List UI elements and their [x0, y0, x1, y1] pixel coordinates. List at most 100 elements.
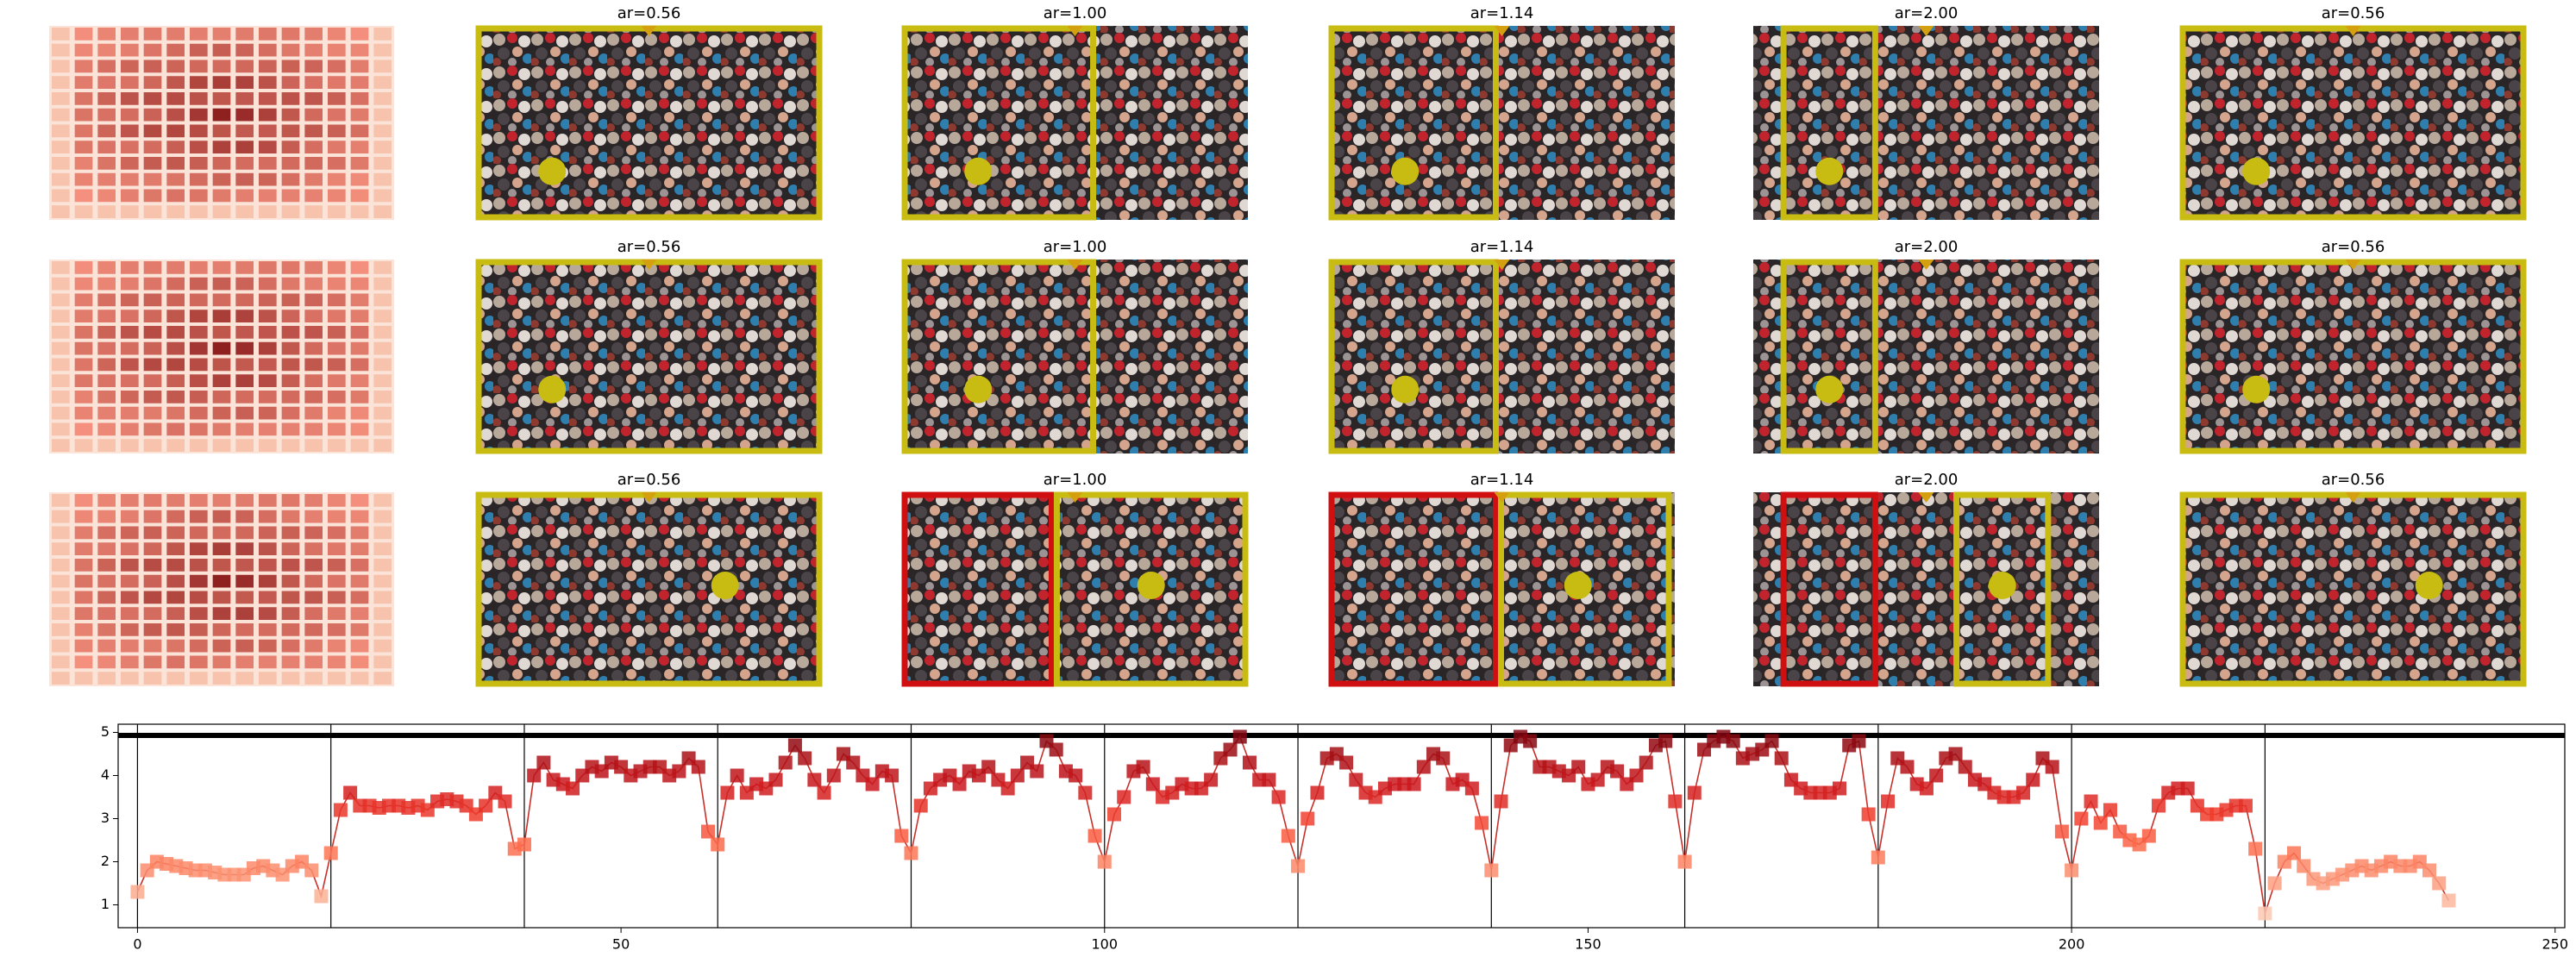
heatmap-cell: [143, 623, 162, 636]
heatmap-cell: [121, 623, 139, 636]
heatmap-cell: [373, 574, 392, 588]
heatmap-cell: [373, 326, 392, 339]
heatmap-cell: [259, 28, 277, 41]
heatmap-cell: [97, 358, 116, 372]
heatmap-cell: [121, 108, 139, 122]
heatmap-cell: [190, 172, 208, 186]
panel-title: ar=2.00: [1895, 471, 1959, 489]
heatmap-cell: [52, 655, 70, 669]
heatmap-cell: [74, 92, 93, 105]
heatmap-cell: [121, 591, 139, 604]
heatmap-cell: [166, 374, 185, 387]
heatmap-cell: [166, 293, 185, 307]
heatmap-cell: [121, 157, 139, 170]
heatmap-cell: [52, 623, 70, 636]
heatmap-cell: [190, 422, 208, 436]
heatmap-cell: [259, 43, 277, 57]
heatmap-cell: [212, 574, 231, 588]
panel-title: ar=0.56: [617, 471, 681, 489]
heatmap-cell: [373, 76, 392, 89]
point-marker: [2103, 803, 2117, 817]
heatmap-cell: [235, 108, 254, 122]
heatmap-cell: [166, 205, 185, 218]
heatmap-cell: [74, 28, 93, 41]
heatmap-cell: [281, 326, 300, 339]
heatmap-cell: [166, 59, 185, 73]
heatmap-cell: [304, 157, 323, 170]
heatmap-cell: [143, 591, 162, 604]
crop-box: [901, 491, 1055, 687]
point-marker: [1010, 768, 1025, 783]
heatmap-cell: [304, 574, 323, 588]
point-marker: [2084, 794, 2098, 809]
point-marker: [826, 768, 841, 783]
heatmap-cell: [328, 141, 346, 153]
point-marker: [711, 837, 725, 852]
heatmap-cell: [373, 205, 392, 218]
heatmap-cell: [281, 108, 300, 122]
point-marker: [885, 768, 899, 783]
heatmap-cell: [235, 510, 254, 523]
heatmap-cell: [190, 391, 208, 403]
heatmap-cell: [143, 277, 162, 291]
heatmap-cell: [328, 124, 346, 138]
heatmap-cell: [212, 108, 231, 122]
heatmap-cell: [350, 28, 369, 41]
heatmap-cell: [373, 510, 392, 523]
heatmap-cell: [281, 623, 300, 636]
crop-box: [1780, 491, 1878, 687]
heatmap-cell: [304, 542, 323, 555]
point-marker: [1881, 794, 1896, 809]
heatmap-cell: [143, 374, 162, 387]
heatmap-cell: [121, 542, 139, 555]
heatmap-cell: [166, 623, 185, 636]
heatmap-cell: [121, 391, 139, 403]
point-marker: [720, 785, 735, 800]
heatmap-cell: [97, 391, 116, 403]
heatmap-cell: [373, 43, 392, 57]
heatmap-cell: [304, 189, 323, 203]
heatmap-cell: [74, 141, 93, 153]
heatmap-cell: [373, 623, 392, 636]
heatmap-cell: [166, 92, 185, 105]
crop-box: [901, 25, 1097, 221]
heatmap-cell: [121, 655, 139, 669]
point-marker: [1929, 768, 1944, 783]
crowd-image: [2180, 492, 2526, 686]
panel-title: ar=2.00: [1895, 4, 1959, 22]
heatmap-cell: [328, 293, 346, 307]
heatmap-cell: [143, 422, 162, 436]
heatmap-cell: [190, 510, 208, 523]
heatmap-cell: [212, 59, 231, 73]
crop-box: [1953, 491, 2052, 687]
heatmap-cell: [52, 293, 70, 307]
heatmap-cell: [304, 510, 323, 523]
heatmap-cell: [328, 157, 346, 170]
heatmap-cell: [74, 406, 93, 420]
heatmap-cell: [143, 607, 162, 620]
point-marker: [2258, 906, 2272, 921]
point-marker: [798, 751, 812, 766]
heatmap-cell: [121, 261, 139, 274]
point-marker: [1000, 781, 1015, 796]
y-tick-label: 4: [101, 766, 110, 783]
heatmap-cell: [350, 591, 369, 604]
heatmap-cell: [143, 310, 162, 322]
heatmap-cell: [304, 358, 323, 372]
heatmap-cell: [52, 341, 70, 355]
heatmap-cell: [373, 124, 392, 138]
heatmap-cell: [281, 439, 300, 452]
focus-dot: [1988, 572, 2016, 599]
heatmap-cell: [143, 261, 162, 274]
heatmap-cell: [97, 439, 116, 452]
heatmap-cell: [350, 672, 369, 685]
heatmap-cell: [143, 406, 162, 420]
point-marker: [527, 768, 542, 783]
heatmap-cell: [121, 141, 139, 153]
heatmap-cell: [235, 494, 254, 507]
point-marker: [846, 755, 861, 770]
heatmap-cell: [143, 92, 162, 105]
heatmap-cell: [212, 43, 231, 57]
point-marker: [1078, 785, 1093, 800]
heatmap-cell: [350, 92, 369, 105]
